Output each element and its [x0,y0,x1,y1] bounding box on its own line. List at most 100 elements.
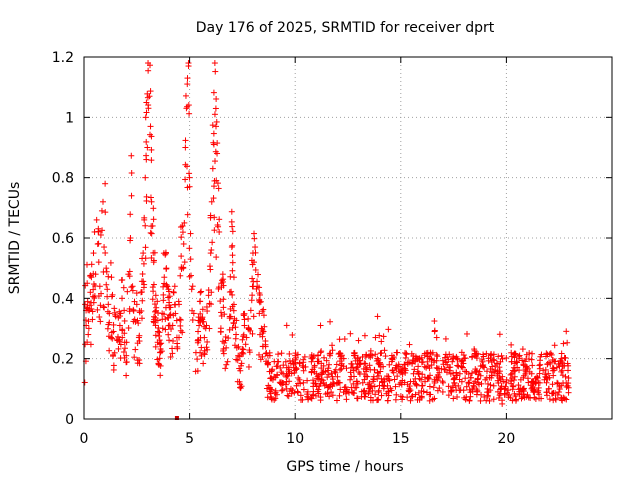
data-point [161,280,168,287]
data-point [189,307,196,314]
data-point [121,317,128,324]
data-point [87,272,94,279]
data-point [469,370,476,377]
chart-title: Day 176 of 2025, SRMTID for receiver dpr… [196,20,495,36]
data-point [359,353,366,360]
data-point [406,383,413,390]
data-point [457,387,464,394]
data-point [516,352,523,359]
data-point [426,397,433,404]
data-point [180,240,187,247]
data-point [230,320,237,327]
data-point [390,369,397,376]
data-point [140,260,147,267]
data-point [278,350,285,357]
data-point [440,379,447,386]
data-point [220,347,227,354]
data-point [184,75,191,82]
data-point [188,272,195,279]
data-point [484,392,491,399]
data-point [465,370,472,377]
data-point [197,289,204,296]
data-point [149,284,156,291]
data-point [495,380,502,387]
data-point [268,396,275,403]
data-point [283,322,290,329]
data-point [412,391,419,398]
data-point [207,250,214,257]
data-point [326,352,333,359]
data-point [155,310,162,317]
data-point [296,360,303,367]
data-point [256,299,263,306]
data-point [433,357,440,364]
data-point [407,378,414,385]
data-point [211,158,218,165]
data-point [562,373,569,380]
data-point [294,388,301,395]
data-point [170,288,177,295]
data-point [85,318,92,325]
data-point [213,118,220,125]
data-point [348,373,355,380]
data-point [359,379,366,386]
data-point [511,373,518,380]
data-point [229,228,236,235]
data-point [378,349,385,356]
data-point [444,354,451,361]
data-point [195,317,202,324]
data-point [279,386,286,393]
data-point [536,370,543,377]
data-point [165,314,172,321]
data-point [352,357,359,364]
data-point [183,163,190,170]
data-point [292,356,299,363]
data-point [297,380,304,387]
data-point [536,395,543,402]
data-point [229,324,236,331]
data-point [138,278,145,285]
data-point [196,298,203,305]
data-point [98,207,105,214]
data-point [348,384,355,391]
data-point [127,211,134,218]
data-point [110,353,117,360]
data-point [131,298,138,305]
data-point [351,352,358,359]
data-point [311,362,318,369]
data-point [386,361,393,368]
data-point [111,305,118,312]
data-point [103,265,110,272]
data-point [435,374,442,381]
data-point [229,267,236,274]
data-point [442,366,449,373]
data-point [239,345,246,352]
data-point [201,350,208,357]
data-point [97,318,104,325]
data-point [123,339,130,346]
data-point [447,370,454,377]
data-point [247,307,254,314]
data-point [197,334,204,341]
data-point [211,60,218,67]
data-point [217,328,224,335]
data-point [265,382,272,389]
data-point [363,351,370,358]
data-point [475,350,482,357]
data-point [263,358,270,365]
data-point [425,375,432,382]
data-point [86,302,93,309]
data-point [512,393,519,400]
data-point [361,387,368,394]
data-point [290,361,297,368]
data-point [160,297,167,304]
data-point [372,391,379,398]
data-point [85,331,92,338]
data-point [472,368,479,375]
data-point [371,367,378,374]
data-point [305,396,312,403]
data-point [207,214,214,221]
data-point [300,379,307,386]
data-point [472,378,479,385]
